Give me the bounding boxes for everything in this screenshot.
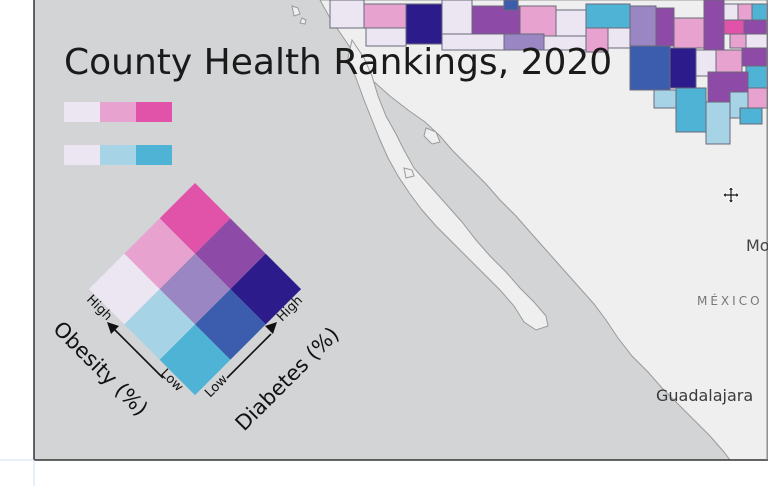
legend-cell xyxy=(124,218,195,290)
ramp-swatch xyxy=(100,145,136,165)
ramp-swatch xyxy=(64,102,100,122)
diabetes-arrow-head xyxy=(265,322,277,334)
island xyxy=(299,17,307,25)
ramp-swatch xyxy=(64,145,100,165)
obesity-arrow-line xyxy=(112,327,164,379)
ramp-swatch xyxy=(100,102,136,122)
diabetes-color-ramp xyxy=(64,145,172,165)
obesity-color-ramp xyxy=(64,102,172,122)
place-label-mexico: MÉXICO xyxy=(697,294,763,308)
move-icon xyxy=(722,186,740,204)
place-label-mo: Mo xyxy=(746,236,768,255)
legend-cell xyxy=(195,218,266,290)
ramp-swatch xyxy=(136,102,172,122)
island xyxy=(291,5,301,17)
footer-band xyxy=(0,460,768,486)
island xyxy=(423,127,441,145)
ramp-swatch xyxy=(136,145,172,165)
baja-california-peninsula xyxy=(347,38,549,331)
obesity-arrow-head xyxy=(107,322,119,334)
diabetes-arrow-line xyxy=(226,333,272,379)
county-choropleth[interactable] xyxy=(329,0,768,145)
bivariate-legend-grid xyxy=(88,183,302,396)
place-label-guadalajara: Guadalajara xyxy=(656,386,754,405)
map-title: County Health Rankings, 2020 xyxy=(64,42,613,83)
mainland-mexico xyxy=(319,0,768,461)
island xyxy=(403,167,415,179)
